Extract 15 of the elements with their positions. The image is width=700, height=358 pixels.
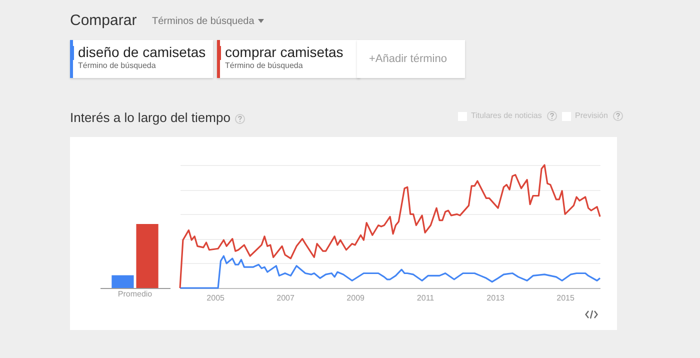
x-tick-label: 2007 xyxy=(276,294,295,302)
x-tick-label: 2011 xyxy=(416,294,435,302)
chart-title: Interés a lo largo del tiempo xyxy=(70,110,232,125)
text: Comparar xyxy=(70,12,137,29)
text: Término de búsqueda xyxy=(78,61,156,70)
x-tick-label: 2013 xyxy=(486,294,506,302)
text: Términos de búsqueda xyxy=(152,16,256,27)
text: +Añadir término xyxy=(369,53,447,65)
text: Término de búsqueda xyxy=(225,61,303,70)
x-tick-label: 2005 xyxy=(206,294,226,302)
legend-label: diseño de camisetas xyxy=(78,44,206,60)
x-tick-label: 2015 xyxy=(556,294,575,302)
x-tick-label: 2009 xyxy=(346,294,366,302)
x-tick-label: Promedio xyxy=(118,290,153,298)
legend-label: comprar camisetas xyxy=(225,44,344,60)
